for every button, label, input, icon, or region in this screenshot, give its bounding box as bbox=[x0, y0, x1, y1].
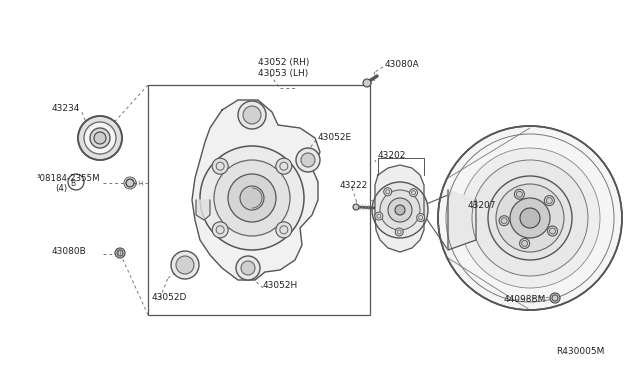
Circle shape bbox=[238, 101, 266, 129]
Text: 43234: 43234 bbox=[52, 103, 81, 112]
Text: 43052 (RH): 43052 (RH) bbox=[258, 58, 309, 67]
Circle shape bbox=[417, 214, 425, 221]
Circle shape bbox=[90, 128, 110, 148]
Circle shape bbox=[171, 251, 199, 279]
Text: (4): (4) bbox=[55, 183, 67, 192]
Circle shape bbox=[410, 189, 417, 197]
Circle shape bbox=[522, 240, 527, 246]
Circle shape bbox=[488, 176, 572, 260]
Circle shape bbox=[214, 160, 290, 236]
Circle shape bbox=[200, 146, 304, 250]
Text: 43080A: 43080A bbox=[385, 60, 420, 68]
Circle shape bbox=[499, 216, 509, 226]
Circle shape bbox=[472, 160, 588, 276]
Circle shape bbox=[501, 218, 507, 224]
Circle shape bbox=[496, 184, 564, 252]
Circle shape bbox=[460, 148, 600, 288]
Circle shape bbox=[301, 153, 315, 167]
Circle shape bbox=[228, 174, 276, 222]
Polygon shape bbox=[192, 100, 320, 280]
Circle shape bbox=[276, 158, 292, 174]
Circle shape bbox=[94, 132, 106, 144]
Polygon shape bbox=[448, 190, 476, 250]
Circle shape bbox=[515, 189, 524, 199]
Circle shape bbox=[550, 293, 560, 303]
Circle shape bbox=[395, 205, 405, 215]
Polygon shape bbox=[375, 165, 424, 252]
Circle shape bbox=[380, 190, 420, 230]
Circle shape bbox=[520, 208, 540, 228]
Circle shape bbox=[510, 198, 550, 238]
Circle shape bbox=[115, 248, 125, 258]
Text: 43052D: 43052D bbox=[152, 294, 188, 302]
Bar bbox=[148, 85, 370, 315]
Circle shape bbox=[384, 188, 392, 196]
Circle shape bbox=[545, 196, 554, 206]
Circle shape bbox=[236, 256, 260, 280]
Circle shape bbox=[241, 261, 255, 275]
Text: 43207: 43207 bbox=[468, 201, 497, 209]
Circle shape bbox=[353, 204, 359, 210]
Circle shape bbox=[212, 158, 228, 174]
Circle shape bbox=[547, 198, 552, 203]
Text: B: B bbox=[70, 179, 76, 187]
Circle shape bbox=[438, 126, 622, 310]
Text: 43222: 43222 bbox=[340, 180, 368, 189]
Circle shape bbox=[372, 182, 428, 238]
Circle shape bbox=[276, 222, 292, 238]
Circle shape bbox=[396, 228, 403, 236]
Text: 44098BM: 44098BM bbox=[504, 295, 547, 305]
Circle shape bbox=[84, 122, 116, 154]
Circle shape bbox=[520, 238, 529, 248]
Circle shape bbox=[388, 198, 412, 222]
Circle shape bbox=[296, 148, 320, 172]
Circle shape bbox=[243, 106, 261, 124]
Polygon shape bbox=[196, 200, 210, 220]
Circle shape bbox=[375, 212, 383, 220]
Circle shape bbox=[78, 116, 122, 160]
Text: 43052E: 43052E bbox=[318, 132, 352, 141]
Text: ³08184-2355M: ³08184-2355M bbox=[37, 173, 100, 183]
Circle shape bbox=[126, 179, 134, 187]
Text: 43053 (LH): 43053 (LH) bbox=[258, 68, 308, 77]
Circle shape bbox=[212, 222, 228, 238]
Text: 43052H: 43052H bbox=[263, 280, 298, 289]
Circle shape bbox=[516, 191, 522, 197]
Text: 43080B: 43080B bbox=[52, 247, 87, 257]
Circle shape bbox=[547, 226, 557, 236]
Circle shape bbox=[550, 228, 556, 234]
Circle shape bbox=[363, 79, 371, 87]
Circle shape bbox=[240, 186, 264, 210]
Circle shape bbox=[176, 256, 194, 274]
Text: R430005M: R430005M bbox=[556, 347, 604, 356]
Text: 43202: 43202 bbox=[378, 151, 406, 160]
